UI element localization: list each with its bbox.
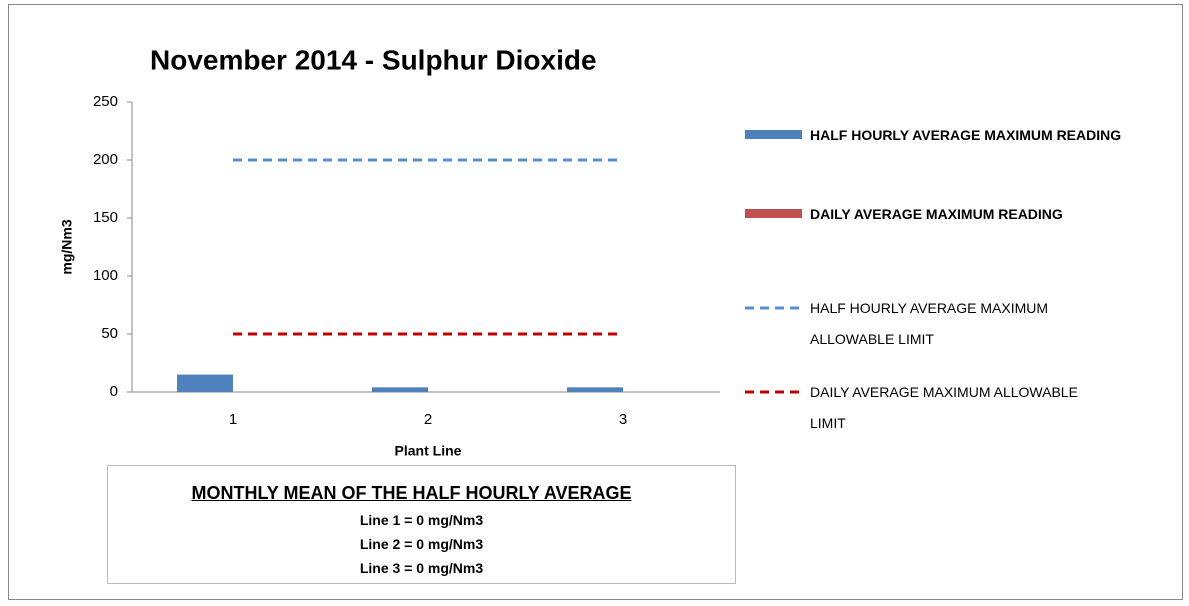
- annotation-line: Line 1 = 0 mg/Nm3: [359, 512, 484, 528]
- legend-swatch: [745, 209, 802, 218]
- x-tick-label: 2: [424, 411, 432, 428]
- legend-label: DAILY AVERAGE MAXIMUM READING: [810, 206, 1063, 222]
- annotation-title: MONTHLY MEAN OF THE HALF HOURLY AVERAGE: [191, 483, 632, 503]
- legend-label: DAILY AVERAGE MAXIMUM ALLOWABLE LIMIT: [810, 384, 1078, 431]
- chart-border: [8, 4, 1183, 600]
- y-tick-label: 100: [93, 267, 118, 284]
- y-tick-label: 50: [101, 325, 118, 342]
- y-tick-label: 150: [93, 209, 118, 226]
- y-axis-label: mg/Nm3: [59, 219, 75, 274]
- bar: [177, 374, 233, 392]
- legend-label: HALF HOURLY AVERAGE MAXIMUM ALLOWABLE LI…: [810, 300, 1049, 347]
- x-axis-label: Plant Line: [395, 443, 462, 459]
- y-tick-label: 250: [93, 93, 118, 110]
- legend-swatch: [745, 130, 802, 139]
- legend-label: HALF HOURLY AVERAGE MAXIMUM READING: [810, 127, 1122, 143]
- bar: [567, 387, 623, 392]
- y-tick-label: 0: [110, 383, 118, 400]
- bar: [372, 387, 428, 392]
- chart-title: November 2014 - Sulphur Dioxide: [150, 44, 597, 75]
- x-tick-label: 3: [619, 411, 627, 428]
- annotation-line: Line 3 = 0 mg/Nm3: [359, 560, 484, 576]
- y-tick-label: 200: [93, 151, 118, 168]
- x-tick-label: 1: [229, 411, 237, 428]
- annotation-box: MONTHLY MEAN OF THE HALF HOURLY AVERAGE …: [107, 465, 736, 584]
- annotation-line: Line 2 = 0 mg/Nm3: [359, 536, 484, 552]
